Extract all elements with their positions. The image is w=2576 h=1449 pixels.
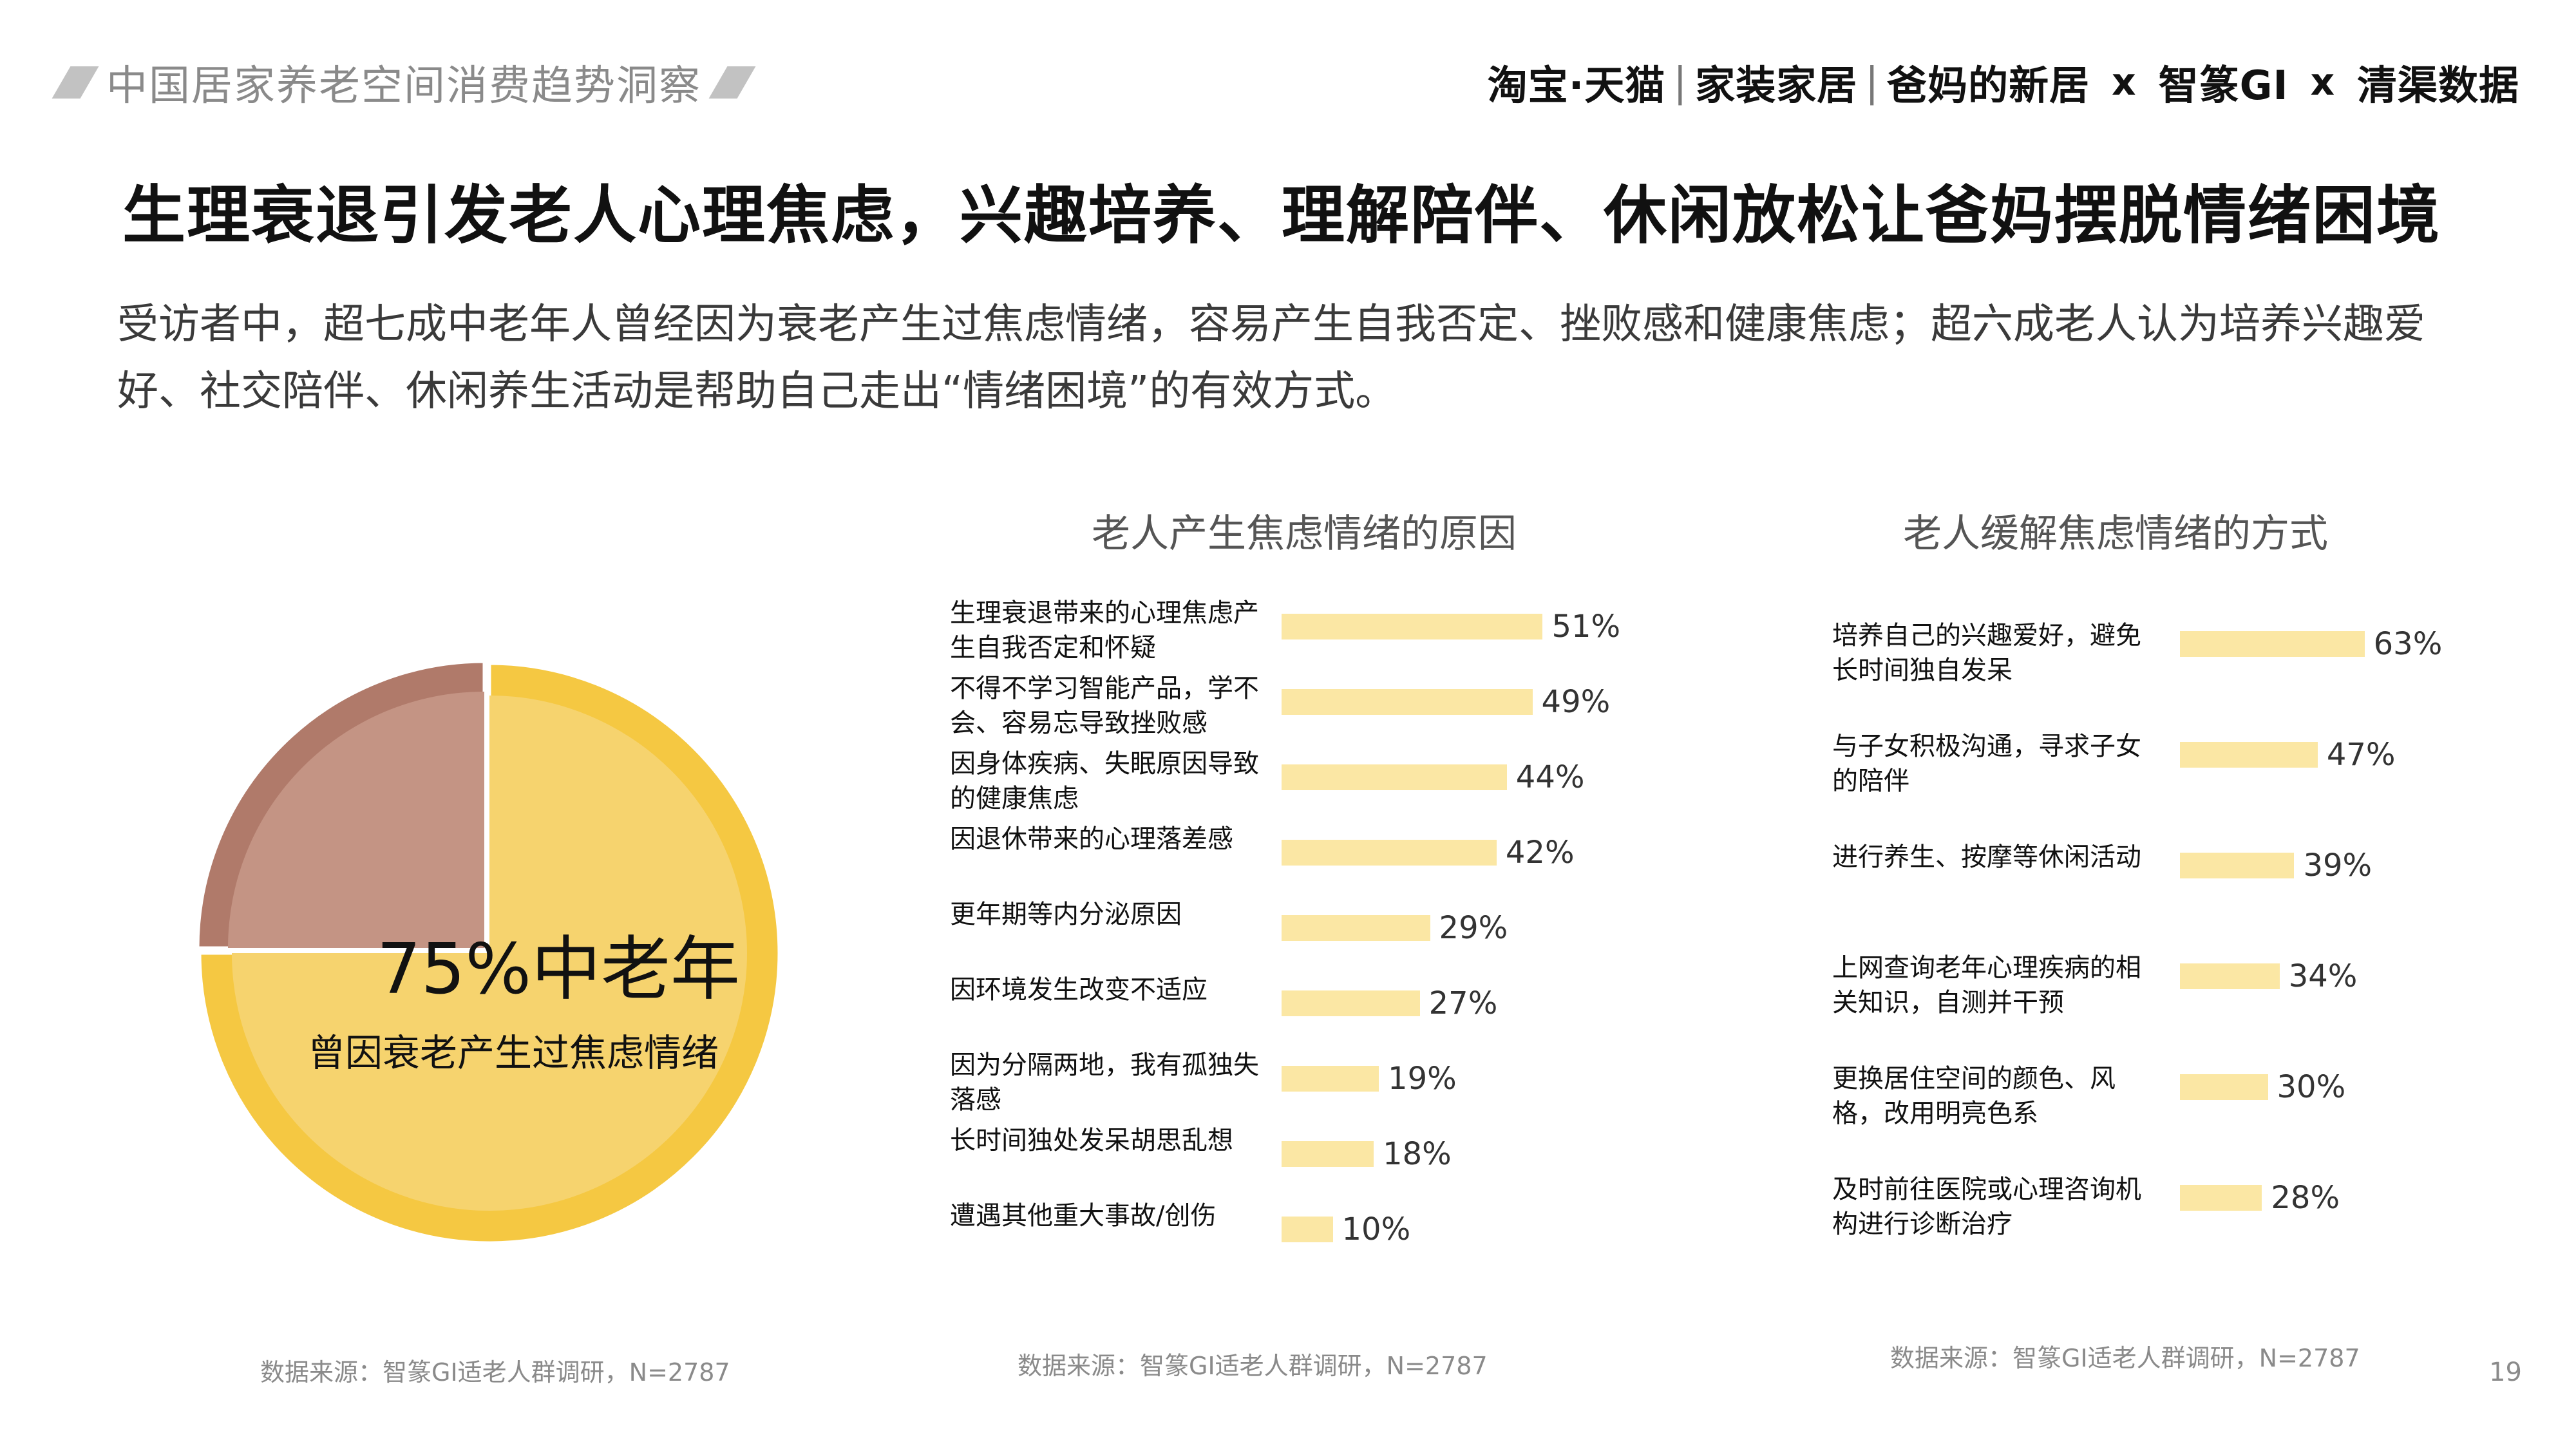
bar-category-label: 因退休带来的心理落差感 [950,824,1233,854]
bar [2180,1185,2262,1211]
bar-value-label: 42% [1505,835,1575,871]
brand-logos: 淘宝·天猫 | 家装家居 | 爸妈的新居 x 智篆GI x 清渠数据 [1488,53,2519,111]
divider: | [1865,58,1880,106]
bar [1282,990,1420,1016]
bar [1282,1066,1379,1092]
brand-zhizhuan-gi: 智篆GI [2158,62,2289,109]
divider: | [1673,58,1688,106]
bar-value-label: 30% [2277,1069,2346,1105]
bar [2180,963,2280,989]
partner-taobao-tmall: 淘宝·天猫 [1487,62,1666,109]
page-subtitle: 受访者中，超七成中老年人曾经因为衰老产生过焦虑情绪，容易产生自我否定、挫败感和健… [117,301,2425,415]
bar [1282,689,1533,715]
bar-value-label: 44% [1515,759,1585,795]
bar-category-label: 不得不学习智能产品，学不会、容易忘导致挫败感 [950,674,1259,738]
bar-value-label: 34% [2288,958,2358,994]
bar-category-label: 上网查询老年心理疾病的相关知识，自测并干预 [1832,953,2141,1018]
bar [2180,1074,2268,1100]
bar-category-label: 因身体疾病、失眠原因导致的健康焦虑 [950,749,1259,813]
collab-x-mark: x [2310,60,2335,104]
collab-x-mark: x [2112,60,2137,104]
pie-caption: 曾因衰老产生过焦虑情绪 [308,1031,719,1075]
bar [1282,764,1507,790]
pie-slice-anxious-inner [232,696,747,1211]
bar [2180,853,2295,878]
bar-value-label: 27% [1428,985,1498,1021]
bar [2180,742,2318,768]
bar [1282,1141,1374,1167]
chart-title-reasons: 老人产生焦虑情绪的原因 [1092,511,1517,556]
bar [1282,840,1497,866]
bar-value-label: 63% [2373,626,2443,662]
bar-value-label: 47% [2326,737,2396,773]
bar [2180,631,2365,657]
bar-value-label: 49% [1541,684,1611,720]
pie-chart [196,659,781,1245]
brand-qingqu-data: 清渠数据 [2356,62,2519,109]
bar-category-label: 长时间独处发呆胡思乱想 [950,1126,1233,1155]
slash-decoration-left [52,66,99,99]
report-header: 中国居家养老空间消费趋势洞察 [52,57,756,110]
pie-slice-other-inner [228,692,484,948]
pie-source: 数据来源：智篆GI适老人群调研，N=2787 [260,1358,730,1387]
bar-category-label: 因为分隔两地，我有孤独失落感 [950,1050,1259,1115]
bar-value-label: 29% [1439,910,1508,946]
reasons-source: 数据来源：智篆GI适老人群调研，N=2787 [1018,1352,1488,1380]
report-title: 中国居家养老空间消费趋势洞察 [106,62,701,110]
bar-category-label: 培养自己的兴趣爱好，避免长时间独自发呆 [1832,621,2141,685]
slash-decoration-right [708,66,756,99]
bar-value-label: 19% [1388,1061,1457,1097]
bar-value-label: 18% [1383,1136,1452,1172]
bar-category-label: 与子女积极沟通，寻求子女的陪伴 [1832,732,2141,796]
partner-parents-new-home: 爸妈的新居 [1887,62,2090,109]
chart-title-relief: 老人缓解焦虑情绪的方式 [1903,511,2328,556]
page-number: 19 [2489,1358,2522,1387]
relief-source: 数据来源：智篆GI适老人群调研，N=2787 [1890,1344,2360,1372]
page-title: 生理衰退引发老人心理焦虑，兴趣培养、理解陪伴、休闲放松让爸妈摆脱情绪困境 [122,179,2441,252]
bar-category-label: 更换居住空间的颜色、风格，改用明亮色系 [1832,1064,2116,1128]
bar-category-label: 生理衰退带来的心理焦虑产生自我否定和怀疑 [950,598,1259,663]
bar-category-label: 及时前往医院或心理咨询机构进行诊断治疗 [1832,1175,2141,1239]
bar-value-label: 10% [1341,1211,1411,1247]
bar-value-label: 51% [1551,609,1621,645]
bar [1282,1217,1333,1242]
bar [1282,915,1430,941]
bar-category-label: 进行养生、按摩等休闲活动 [1832,842,2141,872]
bar-category-label: 更年期等内分泌原因 [950,900,1182,929]
bar [1282,614,1543,639]
bar-value-label: 39% [2303,848,2372,884]
partner-home-furnishing: 家装家居 [1695,62,1858,109]
bar-category-label: 因环境发生改变不适应 [950,975,1208,1005]
bar-category-label: 遭遇其他重大事故/创伤 [950,1201,1217,1231]
pie-headline: 75%中老年 [377,929,741,1010]
bar-value-label: 28% [2271,1180,2340,1216]
